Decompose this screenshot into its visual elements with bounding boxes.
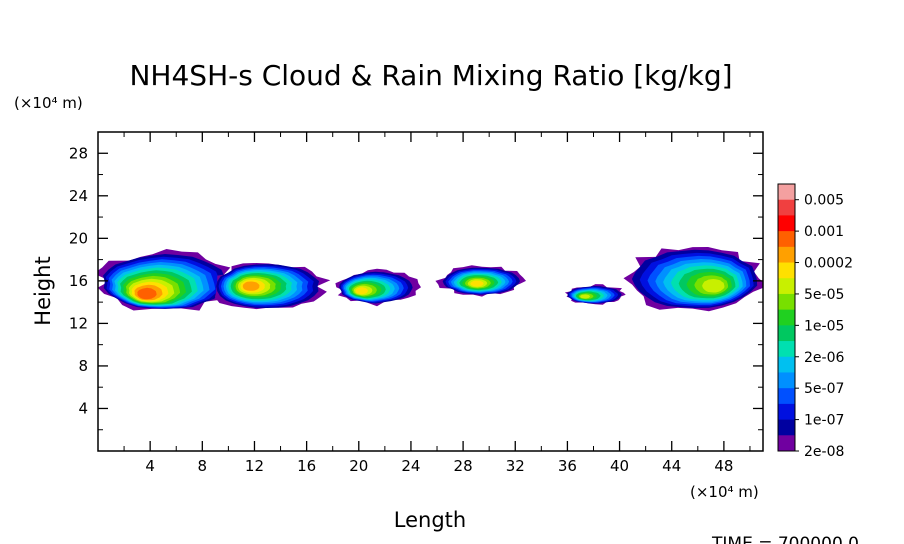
- cloud-a: [98, 249, 240, 311]
- colorbar-label: 5e-07: [804, 381, 844, 397]
- cloud-b-level: [242, 281, 260, 291]
- x-tick-label: 36: [558, 457, 577, 475]
- colorbar-swatch: [778, 356, 795, 373]
- cloud-d: [435, 265, 526, 297]
- colorbar-swatch: [778, 309, 795, 326]
- x-tick-label: 16: [297, 457, 316, 475]
- colorbar-swatch: [778, 435, 795, 452]
- colorbar-label: 0.005: [804, 193, 844, 209]
- y-unit-label: (×10⁴ m): [14, 94, 83, 112]
- x-tick-label: 40: [610, 457, 629, 475]
- plot-field: [98, 247, 763, 312]
- colorbar-swatch: [778, 262, 795, 279]
- y-tick-label: 12: [69, 314, 88, 332]
- colorbar-swatch: [778, 388, 795, 405]
- cloud-a-level: [137, 287, 157, 300]
- x-tick-label: 20: [349, 457, 368, 475]
- cloud-c: [335, 268, 421, 307]
- colorbar-swatch: [778, 341, 795, 358]
- colorbar-swatch: [778, 372, 795, 389]
- x-tick-label: 24: [401, 457, 420, 475]
- y-ticks: 4 8 12 16 20 24 28: [69, 144, 763, 431]
- x-ticks: 4 8 12 16 20 24 28 32 36 40 44 48: [123, 132, 751, 475]
- colorbar-swatch: [778, 278, 795, 295]
- x-tick-label: 32: [506, 457, 525, 475]
- cloud-f: [623, 247, 763, 312]
- colorbar-swatch: [778, 184, 795, 201]
- x-tick-label: 48: [714, 457, 733, 475]
- y-tick-label: 4: [78, 399, 88, 417]
- colorbar-label: 0.001: [804, 224, 844, 240]
- x-tick-label: 4: [145, 457, 155, 475]
- colorbar-label: 1e-05: [804, 318, 844, 334]
- x-tick-label: 44: [662, 457, 681, 475]
- cloud-c-level: [355, 287, 368, 295]
- cloud-f-level: [702, 279, 725, 293]
- colorbar-swatch: [778, 246, 795, 263]
- x-axis-label: Length: [394, 508, 466, 532]
- y-tick-label: 24: [69, 187, 88, 205]
- colorbar-swatch: [778, 403, 795, 420]
- colorbar-swatch: [778, 419, 795, 436]
- colorbar-swatch: [778, 199, 795, 216]
- colorbar-swatch: [778, 231, 795, 248]
- x-tick-label: 12: [245, 457, 264, 475]
- colorbar-swatch: [778, 215, 795, 232]
- colorbar-label: 1e-07: [804, 413, 844, 429]
- x-tick-label: 8: [198, 457, 208, 475]
- colorbar-label: 2e-06: [804, 350, 844, 366]
- colorbar-label: 5e-05: [804, 287, 844, 303]
- y-tick-label: 8: [78, 357, 88, 375]
- y-tick-label: 20: [69, 229, 88, 247]
- colorbar-label: 2e-08: [804, 444, 844, 460]
- y-tick-label: 16: [69, 272, 88, 290]
- plot-frame: [97, 131, 764, 452]
- cloud-b: [214, 263, 331, 310]
- colorbar-swatch: [778, 293, 795, 311]
- x-tick-label: 28: [454, 457, 473, 475]
- colorbar-frame: [777, 183, 796, 452]
- colorbar: 0.005 0.001 0.0002 5e-05 1e-05 2e-06 5e-07 1e-0…: [777, 183, 853, 460]
- cloud-e: [564, 284, 626, 305]
- cloud-d-level: [470, 280, 484, 287]
- time-label: TIME = 700000.0: [711, 534, 859, 544]
- chart-title: NH4SH-s Cloud & Rain Mixing Ratio [kg/kg…: [129, 59, 732, 92]
- colorbar-label: 0.0002: [804, 256, 853, 272]
- cloud-e-level: [580, 294, 590, 299]
- x-unit-label: (×10⁴ m): [690, 483, 759, 501]
- y-tick-label: 28: [69, 144, 88, 162]
- y-axis-label: Height: [31, 256, 55, 325]
- colorbar-swatch: [778, 325, 795, 342]
